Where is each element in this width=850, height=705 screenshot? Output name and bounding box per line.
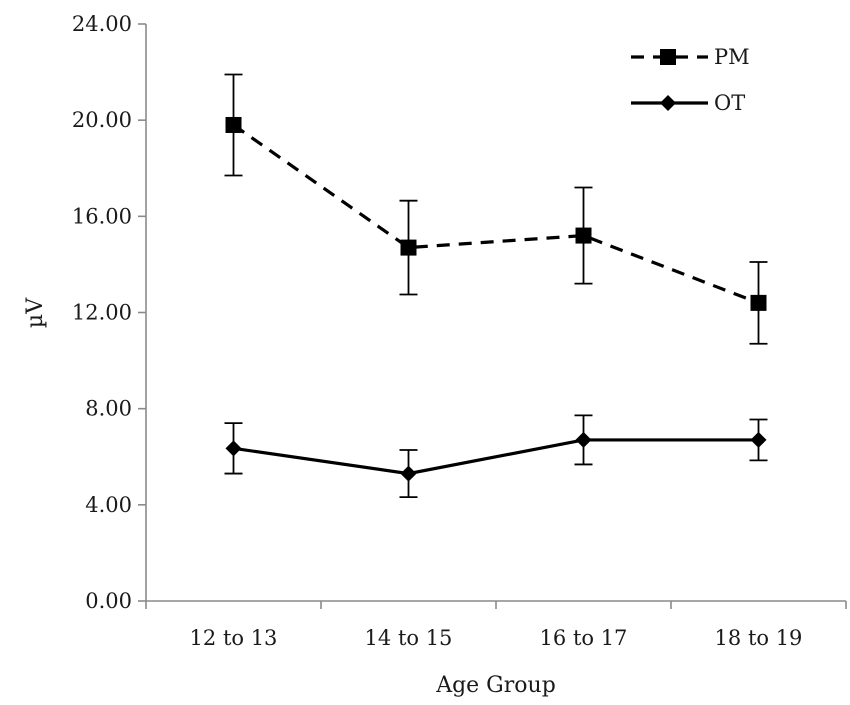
y-tick-label: 16.00 — [72, 204, 132, 228]
x-axis-title: Age Group — [435, 673, 556, 698]
data-point-ot — [575, 431, 592, 448]
data-point-ot — [225, 440, 242, 457]
legend-item-ot: OT — [631, 91, 745, 115]
data-point-ot — [750, 431, 767, 448]
legend: PM OT — [631, 45, 750, 115]
y-tick-label: 8.00 — [85, 397, 132, 421]
x-tick-label: 18 to 19 — [715, 626, 803, 650]
data-point-pm — [225, 116, 242, 133]
y-tick-label: 20.00 — [72, 108, 132, 132]
y-tick-label: 4.00 — [85, 493, 132, 517]
series-line — [233, 438, 759, 476]
y-axis-title: µV — [23, 297, 48, 328]
legend-label: OT — [714, 91, 745, 115]
legend-label: PM — [714, 45, 750, 69]
series-ot — [224, 414, 768, 499]
y-tick-label: 0.00 — [85, 589, 132, 613]
legend-marker-ot — [660, 95, 676, 111]
legend-item-pm: PM — [631, 45, 750, 69]
plot-area: 0.00 4.00 8.00 12.00 16.00 20.00 24.00 12 to 13… — [72, 12, 847, 650]
data-point-ot — [400, 465, 417, 482]
y-tick-label: 24.00 — [72, 12, 132, 36]
x-tick-label: 14 to 15 — [365, 626, 453, 650]
x-tick-label: 16 to 17 — [540, 626, 628, 650]
series-pm — [224, 73, 768, 345]
data-point-pm — [400, 239, 417, 256]
series-line — [232, 123, 760, 305]
y-tick-label: 12.00 — [72, 301, 132, 325]
legend-marker-pm — [660, 49, 676, 65]
x-tick-label: 12 to 13 — [190, 626, 278, 650]
data-point-pm — [575, 227, 592, 244]
data-point-pm — [750, 294, 767, 311]
